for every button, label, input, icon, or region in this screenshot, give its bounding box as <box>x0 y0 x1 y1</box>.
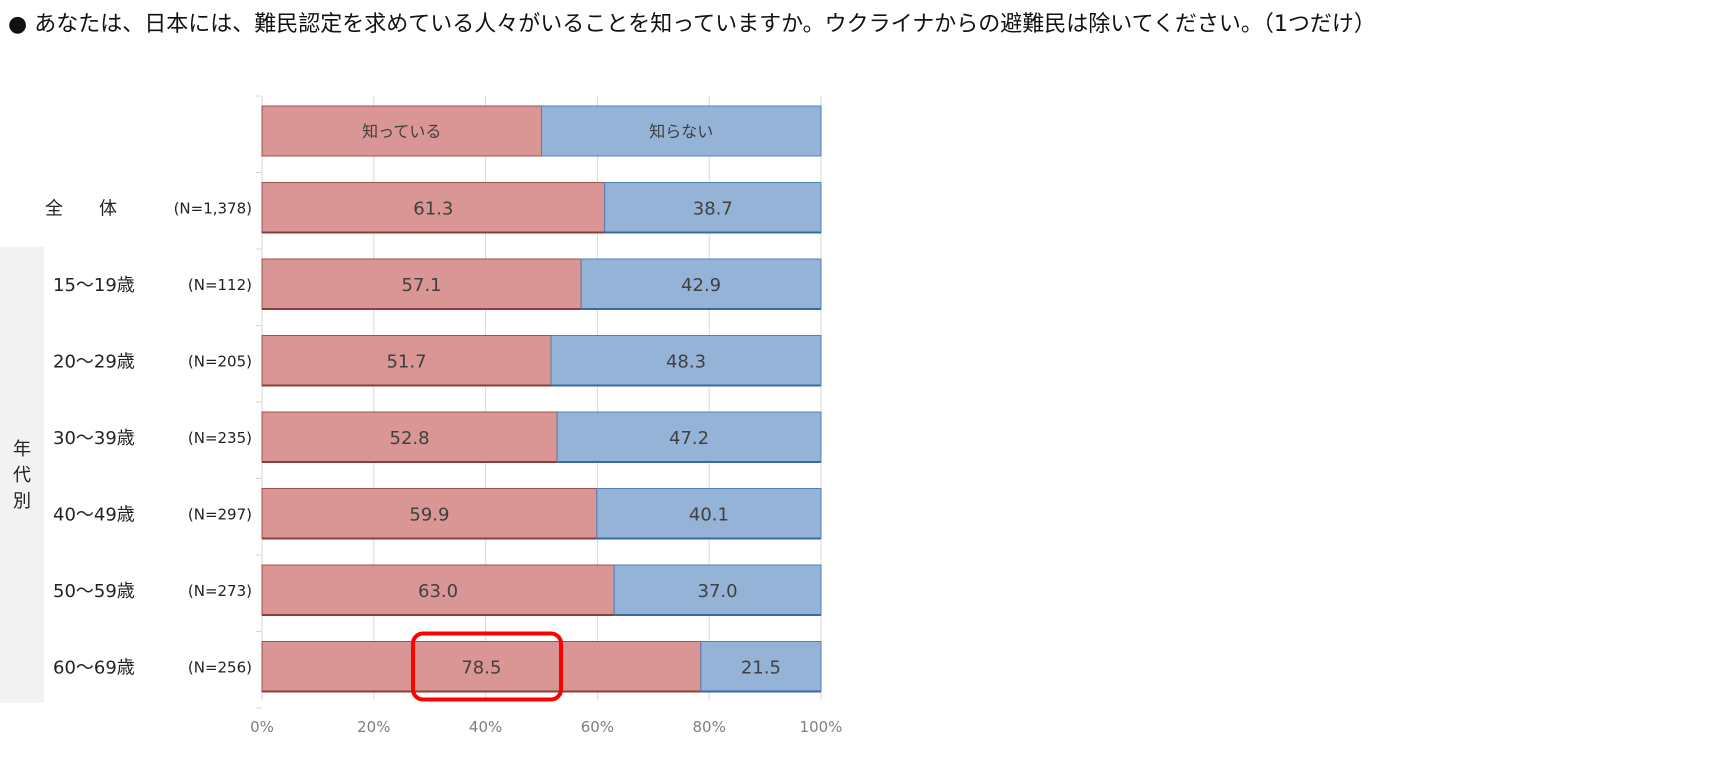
category-label: 30～39歳 <box>53 428 135 449</box>
value-label: 37.0 <box>698 581 738 602</box>
value-label: 38.7 <box>693 199 733 220</box>
value-label: 48.3 <box>666 352 706 373</box>
bar-2-row-7 <box>700 641 822 692</box>
category-label: 全 体 <box>45 199 117 220</box>
bar-1-row-1 <box>261 182 606 233</box>
x-tick-label: 40% <box>469 718 502 736</box>
question-title: ● あなたは、日本には、難民認定を求めている人々がいることを知っていますか。ウク… <box>8 6 1376 38</box>
legend-label-2: 知らない <box>649 122 713 141</box>
x-tick-label: 20% <box>357 718 390 736</box>
bar-1-row-5 <box>261 488 598 539</box>
value-label: 61.3 <box>413 199 453 220</box>
bar-1-row-6 <box>261 564 615 616</box>
value-label: 63.0 <box>418 581 458 602</box>
bar-2-row-2 <box>580 258 822 310</box>
highlight-box <box>411 631 563 702</box>
bar-2-row-6 <box>613 564 822 616</box>
legend-swatch-1 <box>261 105 542 157</box>
group-label-band <box>0 247 44 703</box>
value-label: 42.9 <box>681 275 721 296</box>
question-text: あなたは、日本には、難民認定を求めている人々がいることを知っていますか。ウクライ… <box>34 12 1376 37</box>
x-tick-label: 60% <box>581 718 614 736</box>
value-label: 21.5 <box>741 658 781 679</box>
n-label: (N=297) <box>188 506 252 524</box>
bullet-icon: ● <box>8 12 28 37</box>
bar-1-row-2 <box>261 258 582 310</box>
n-label: (N=235) <box>188 429 252 447</box>
bar-2-row-4 <box>556 411 822 463</box>
value-label: 47.2 <box>669 428 709 449</box>
value-label: 52.8 <box>390 428 430 449</box>
x-tick-label: 80% <box>693 718 726 736</box>
category-label: 60～69歳 <box>53 658 135 679</box>
value-label: 59.9 <box>409 505 449 526</box>
category-label: 50～59歳 <box>53 581 135 602</box>
x-tick-label: 100% <box>800 718 843 736</box>
value-label: 78.5 <box>461 658 501 679</box>
n-label: (N=205) <box>188 353 252 371</box>
n-label: (N=256) <box>188 659 252 677</box>
legend-swatch-2 <box>541 105 822 157</box>
category-label: 20～29歳 <box>53 352 135 373</box>
group-label-char: 別 <box>13 491 31 512</box>
bar-2-row-3 <box>550 335 822 386</box>
value-label: 40.1 <box>689 505 729 526</box>
group-label-char: 代 <box>13 465 31 486</box>
n-label: (N=273) <box>188 582 252 600</box>
legend-label-1: 知っている <box>362 122 441 141</box>
n-label: (N=112) <box>188 276 252 294</box>
bar-1-row-7 <box>261 641 702 692</box>
group-label-char: 年 <box>13 439 31 460</box>
category-label: 40～49歳 <box>53 505 135 526</box>
category-label: 15～19歳 <box>53 275 135 296</box>
value-label: 57.1 <box>402 275 442 296</box>
value-label: 51.7 <box>386 352 426 373</box>
x-tick-label: 0% <box>250 718 274 736</box>
bar-1-row-4 <box>261 411 558 463</box>
n-label: (N=1,378) <box>174 200 252 218</box>
